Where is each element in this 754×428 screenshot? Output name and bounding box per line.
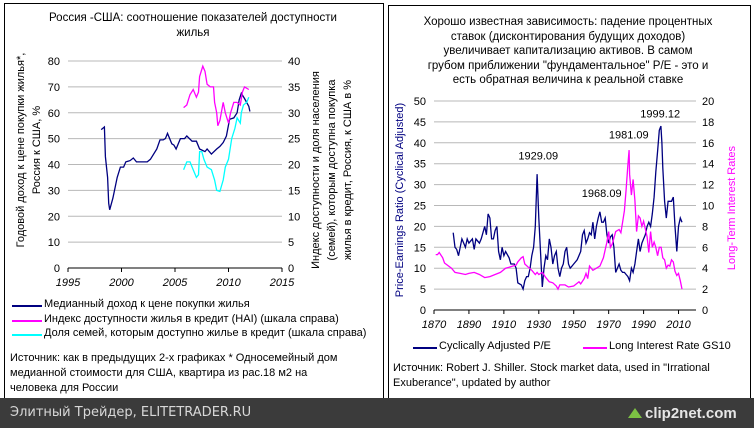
title-line: Хорошо известная зависимость: падение пр…: [423, 16, 713, 28]
series-line: [100, 91, 251, 210]
x-tick-label: 1910: [492, 319, 517, 331]
y-tick-label: 10: [414, 263, 426, 275]
y-tick-label: 30: [48, 185, 60, 197]
title-line: ставок (дисконтирования будущих доходов): [450, 30, 686, 43]
right-source-note: Источник: Robert J. Shiller. Stock marke…: [393, 361, 710, 391]
y2-tick-label: 15: [288, 185, 300, 197]
y2-tick-label: 12: [702, 180, 714, 192]
x-tick-label: 2000: [108, 277, 134, 289]
source-line: человека для России: [10, 382, 119, 394]
y-tick-label: 30: [414, 180, 426, 192]
y-tick-label: 0: [420, 305, 426, 317]
series-line: [183, 64, 250, 126]
upload-arrow-icon: [628, 408, 642, 418]
source-line: Источник: как в предыдущих 2-х графиках …: [10, 352, 338, 364]
y2-tick-label: 18: [702, 117, 714, 129]
y2-tick-label: 40: [288, 56, 300, 68]
y2-tick-label: 10: [702, 201, 714, 213]
left-source-note: Источник: как в предыдущих 2-х графиках …: [10, 351, 337, 396]
footer-bar: Элитный Трейдер, ELITETRADER.RU clip2net…: [0, 398, 754, 428]
y-tick-label: 15: [414, 242, 426, 254]
legend-label: Доля семей, которым доступно жилье в кре…: [44, 327, 367, 339]
y2-tick-label: 4: [702, 263, 708, 275]
y2-tick-label: 25: [288, 134, 300, 146]
left-chart-panel: [4, 3, 384, 400]
series-line: [435, 150, 683, 291]
legend-swatch-income: [12, 305, 42, 307]
y2-tick-label: 20: [288, 160, 300, 172]
y2-tick-label: 8: [702, 221, 708, 233]
y-tick-label: 25: [414, 201, 426, 213]
title-line: грубом приближении "фундаментальное" P/E…: [427, 59, 709, 72]
y2-tick-label: 30: [288, 108, 300, 120]
annotation-label: 1999.12: [640, 109, 680, 121]
y-tick-label: 80: [48, 56, 60, 68]
right-chart-title: Хорошо известная зависимость: падение пр…: [392, 15, 744, 88]
y2-tick-label: 10: [288, 211, 300, 223]
y2-tick-label: 0: [702, 305, 708, 317]
series-line: [452, 125, 683, 292]
y-tick-label: 20: [414, 221, 426, 233]
y2-tick-label: 2: [702, 284, 708, 296]
y2-tick-label: 14: [702, 159, 714, 171]
footer-site-label: Элитный Трейдер, ELITETRADER.RU: [10, 405, 252, 420]
y-tick-label: 20: [48, 211, 60, 223]
y2-tick-label: 16: [702, 138, 714, 150]
y2-tick-label: 0: [288, 263, 294, 275]
x-tick-label: 1995: [56, 277, 81, 289]
legend-label: Индекс доступности жилья в кредит (HAI) …: [44, 313, 339, 325]
y-tick-label: 40: [48, 160, 60, 172]
y-tick-label: 50: [48, 134, 60, 146]
legend-label: Cyclically Adjusted P/E: [439, 340, 551, 352]
x-tick-label: 1970: [596, 319, 621, 331]
legend-swatch-cape: [413, 347, 437, 349]
right-chart-panel: [388, 5, 751, 400]
y-tick-label: 10: [48, 237, 60, 249]
annotation-label: 1968.09: [582, 188, 622, 200]
x-tick-label: 2005: [162, 277, 188, 289]
source-line: медианной стоимости для США, квартира из…: [10, 367, 308, 379]
legend-swatch-hai: [12, 320, 42, 322]
y2-tick-label: 5: [288, 237, 294, 249]
x-tick-label: 1870: [422, 319, 447, 331]
legend-swatch-rate: [583, 347, 607, 349]
series-line: [182, 96, 250, 193]
source-line: Источник: Robert J. Shiller. Stock marke…: [393, 362, 710, 374]
logo-text: clip2net.com: [645, 404, 737, 422]
legend-label: Long Interest Rate GS10: [609, 340, 731, 352]
y-tick-label: 60: [48, 108, 60, 120]
title-line: жилья: [176, 27, 210, 39]
annotation-label: 1981.09: [609, 130, 649, 142]
title-line: есть обратная величина к реальной ставке: [452, 74, 684, 86]
left-chart-title: Россия -США: соотношение показателей дос…: [10, 11, 376, 41]
y2-tick-label: 20: [702, 96, 714, 108]
legend-label: Медианный доход к цене покупки жилья: [44, 298, 250, 310]
y-tick-label: 0: [54, 263, 60, 275]
x-tick-label: 1950: [561, 319, 586, 331]
title-line: увеличивает капитализацию активов. В сам…: [443, 45, 693, 57]
x-tick-label: 2010: [665, 319, 691, 331]
y-tick-label: 40: [414, 138, 426, 150]
y-tick-label: 70: [48, 82, 60, 94]
y2-tick-label: 35: [288, 82, 300, 94]
y-tick-label: 5: [420, 284, 426, 296]
y-tick-label: 50: [414, 96, 426, 108]
source-line: Exuberance", updated by author: [393, 377, 551, 389]
y-tick-label: 45: [414, 117, 426, 129]
title-line: Россия -США: соотношение показателей дос…: [49, 12, 337, 24]
x-tick-label: 2015: [269, 277, 295, 289]
clip2net-logo[interactable]: clip2net.com: [628, 402, 737, 424]
x-tick-label: 1990: [631, 319, 656, 331]
y2-tick-label: 6: [702, 242, 708, 254]
x-tick-label: 1930: [527, 319, 552, 331]
x-tick-label: 1890: [457, 319, 482, 331]
x-tick-label: 2010: [215, 277, 241, 289]
y-tick-label: 35: [414, 159, 426, 171]
annotation-label: 1929.09: [518, 151, 558, 163]
legend-swatch-share: [12, 334, 42, 336]
